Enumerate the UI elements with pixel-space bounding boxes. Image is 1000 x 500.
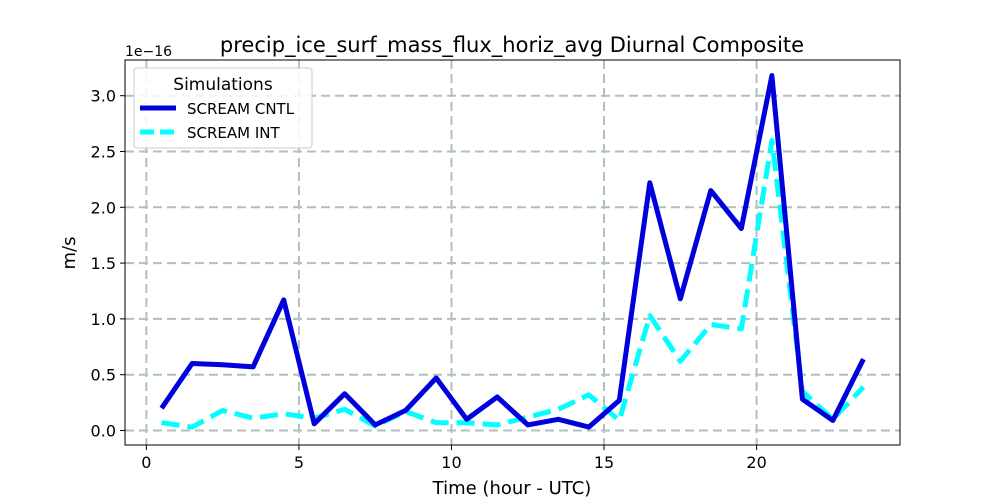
x-tick-label: 0 <box>141 453 151 472</box>
x-tick-label: 20 <box>746 453 766 472</box>
y-axis: 0.0 0.5 1.0 1.5 2.0 2.5 3.0 <box>91 87 125 440</box>
y-tick-label: 0.0 <box>91 421 116 440</box>
series-layer <box>159 73 866 430</box>
y-tick-label: 0.5 <box>91 366 116 385</box>
plot-frame <box>124 59 901 446</box>
legend-title: Simulations <box>173 75 273 95</box>
chart-title: precip_ice_surf_mass_flux_horiz_avg Diur… <box>220 33 804 58</box>
x-tick-label: 10 <box>441 453 461 472</box>
x-axis-title: Time (hour - UTC) <box>432 478 592 499</box>
legend-entries: SCREAM CNTL SCREAM INT <box>140 100 295 142</box>
y-tick-label: 2.0 <box>91 198 116 217</box>
y-offset-label: 1e−16 <box>125 44 172 60</box>
y-tick-label: 1.5 <box>91 254 116 273</box>
legend-label: SCREAM INT <box>187 124 281 142</box>
y-tick-label: 2.5 <box>91 143 116 162</box>
legend-box <box>133 67 313 149</box>
x-tick-label: 5 <box>294 453 304 472</box>
x-tick-label: 15 <box>594 453 614 472</box>
legend: Simulations SCREAM CNTL SCREAM INT <box>133 67 313 149</box>
series-line-1 <box>159 73 866 430</box>
y-tick-label: 3.0 <box>91 87 116 106</box>
y-axis-title: m/s <box>59 237 80 270</box>
x-axis: 0 5 10 15 20 <box>141 445 767 472</box>
series-line-2 <box>161 137 866 430</box>
y-tick-label: 1.0 <box>91 310 116 329</box>
legend-label: SCREAM CNTL <box>187 100 295 118</box>
